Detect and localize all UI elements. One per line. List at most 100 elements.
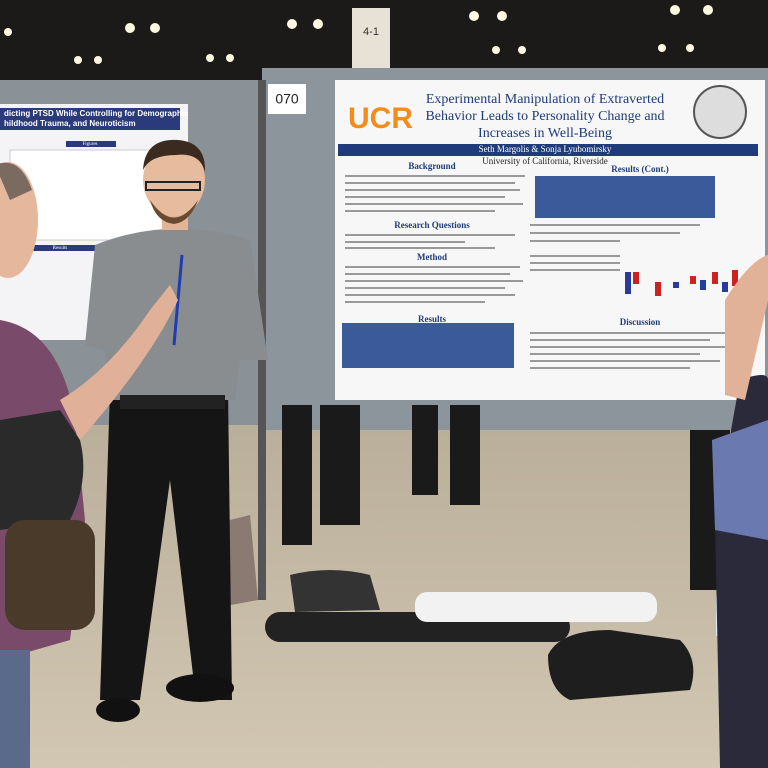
poster-text-lines (345, 175, 730, 369)
board-number-card (268, 84, 306, 114)
left-section-heading: Figures (83, 142, 98, 147)
poster-figure (625, 270, 738, 296)
board-number: 070 (275, 91, 299, 107)
white-tube (415, 592, 657, 622)
shape (345, 175, 525, 177)
person-right (712, 255, 768, 768)
shape (74, 56, 82, 64)
shape (0, 650, 30, 768)
shape (670, 5, 680, 15)
shape (145, 181, 201, 191)
shape (345, 280, 523, 282)
shape (625, 272, 631, 294)
shape (345, 182, 515, 184)
shape (143, 144, 205, 216)
shape: Background Research Questions Method Res… (394, 161, 669, 327)
shape (732, 270, 738, 286)
results-table (342, 323, 514, 368)
background-people (282, 405, 730, 590)
left-heading-bar (20, 245, 100, 251)
shape (0, 410, 84, 530)
section-heading: Results (418, 314, 446, 324)
shape (673, 282, 679, 288)
shape (345, 196, 505, 198)
shape (345, 203, 523, 205)
shape (686, 44, 694, 52)
poster-authors: Seth Margolis & Sonja Lyubomirsky (479, 144, 612, 154)
shape (700, 280, 706, 290)
shape (725, 255, 768, 400)
jacket (290, 570, 380, 612)
shape (94, 56, 102, 64)
shape (345, 210, 495, 212)
poster-title: Behavior Leads to Personality Change and (425, 109, 664, 124)
sign-text: 4-1 (363, 26, 379, 38)
shape (320, 405, 360, 525)
shape (690, 276, 696, 284)
shape (345, 273, 510, 275)
shape (530, 232, 680, 234)
shape (450, 405, 480, 505)
shape (703, 5, 713, 15)
shape (143, 139, 206, 172)
section-heading: Results (Cont.) (611, 164, 669, 174)
section-heading: Research Questions (394, 220, 470, 230)
left-poster-banner (0, 108, 180, 130)
shape (345, 266, 520, 268)
section-heading: Discussion (620, 317, 661, 327)
shape (287, 19, 297, 29)
section-heading: Background (408, 161, 455, 171)
poster-title: Increases in Well-Being (478, 126, 612, 141)
shape (120, 395, 225, 409)
shape (150, 200, 198, 224)
shape (166, 674, 234, 702)
shape (345, 287, 505, 289)
woman-left (0, 162, 178, 768)
pillar (352, 8, 390, 78)
shape (345, 241, 465, 243)
shape (530, 353, 700, 355)
left-poster-title: hildhood Trauma, and Neuroticism (4, 119, 136, 128)
shape (712, 420, 768, 540)
shape (96, 698, 140, 722)
shape (345, 189, 520, 191)
shape (282, 405, 312, 545)
shape (150, 23, 160, 33)
ceiling-lights (4, 5, 713, 64)
shape (530, 255, 620, 257)
shape (345, 234, 515, 236)
shape (518, 46, 526, 54)
shape (722, 282, 728, 292)
handbag (5, 520, 95, 630)
left-section-heading: Results (53, 246, 68, 251)
shape (530, 224, 700, 226)
shape (530, 262, 620, 264)
shape (0, 162, 32, 200)
left-heading-bar (66, 141, 116, 147)
shape (712, 272, 718, 284)
shape (125, 23, 135, 33)
results-table (535, 176, 715, 218)
poster-logo: UCR (348, 102, 413, 135)
shape (469, 11, 479, 21)
shape (100, 390, 232, 700)
bag (548, 630, 694, 700)
shape (497, 11, 507, 21)
author-banner (338, 144, 758, 156)
shape (530, 367, 690, 369)
shape (206, 54, 214, 62)
shape (412, 405, 438, 495)
university-seal (693, 85, 747, 139)
left-poster-title: dicting PTSD While Controlling for Demog… (4, 109, 189, 118)
shape (4, 28, 12, 36)
poster-affiliation: University of California, Riverside (482, 156, 607, 166)
shape (345, 294, 515, 296)
shape (345, 301, 485, 303)
shape (530, 269, 620, 271)
shape (530, 346, 725, 348)
shape (530, 339, 710, 341)
shape (530, 240, 620, 242)
section-heading: Method (417, 252, 447, 262)
shape (530, 332, 730, 334)
